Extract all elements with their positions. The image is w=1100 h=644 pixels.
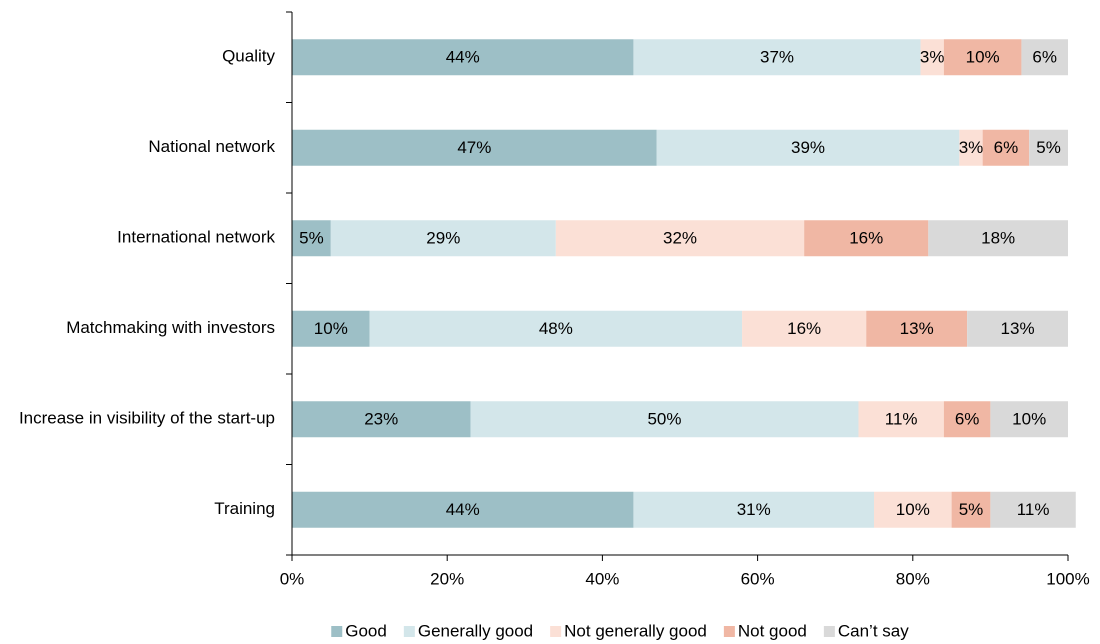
bar-segment <box>555 220 805 257</box>
value-label: 11% <box>1017 500 1050 519</box>
x-tick-label: 100% <box>1046 569 1089 588</box>
value-label: 29% <box>426 229 460 248</box>
bar-segment <box>804 220 929 257</box>
value-label: 13% <box>900 319 934 338</box>
x-tick-label: 60% <box>741 569 775 588</box>
category-label: Increase in visibility of the start-up <box>19 409 275 428</box>
value-label: 3% <box>920 48 945 67</box>
x-tick-label: 0% <box>280 569 305 588</box>
bar-segment <box>1021 39 1068 76</box>
category-label: Training <box>214 499 275 518</box>
legend-label: Not good <box>738 621 807 640</box>
bar-segment <box>990 491 1076 528</box>
value-label: 16% <box>787 319 821 338</box>
value-label: 48% <box>539 319 573 338</box>
bar-segment <box>959 129 983 166</box>
legend-item: Can’t say <box>823 621 909 640</box>
value-label: 10% <box>896 500 930 519</box>
legend-label: Can’t say <box>838 621 909 640</box>
value-label: 39% <box>791 138 825 157</box>
legend-label: Generally good <box>418 621 533 640</box>
bar-segment <box>292 39 634 76</box>
value-label: 5% <box>299 229 324 248</box>
value-label: 6% <box>994 138 1019 157</box>
bar-segment <box>920 39 944 76</box>
bar-segment <box>742 310 867 347</box>
x-tick-label: 40% <box>585 569 619 588</box>
legend-swatch <box>723 626 735 637</box>
bar-segment <box>982 129 1030 166</box>
bar-segment <box>292 491 634 528</box>
bar-segment <box>470 401 859 438</box>
bar-segment <box>928 220 1068 257</box>
bar-segment <box>858 401 944 438</box>
legend-label: Not generally good <box>564 621 707 640</box>
legend-item: Not good <box>723 621 807 640</box>
value-label: 32% <box>663 229 697 248</box>
bar-segment <box>874 491 952 528</box>
legend-label: Good <box>345 621 387 640</box>
value-label: 6% <box>1032 48 1057 67</box>
category-label: International network <box>117 228 275 247</box>
bar-segment <box>292 220 331 257</box>
value-label: 31% <box>737 500 771 519</box>
bar-segment <box>951 491 991 528</box>
bar-segment <box>866 310 968 347</box>
bar-segment <box>292 310 370 347</box>
bar-segment <box>292 401 471 438</box>
bar-segment <box>1029 129 1068 166</box>
bar-segment <box>369 310 743 347</box>
value-label: 10% <box>314 319 348 338</box>
bar-segment <box>990 401 1068 438</box>
value-label: 3% <box>959 138 984 157</box>
value-label: 5% <box>959 500 984 519</box>
value-label: 18% <box>981 229 1015 248</box>
bar-segment <box>633 39 921 76</box>
value-label: 6% <box>955 410 980 429</box>
legend-item: Good <box>331 621 387 640</box>
legend-swatch <box>403 626 415 637</box>
x-tick-label: 80% <box>896 569 930 588</box>
category-label: Matchmaking with investors <box>66 318 275 337</box>
bar-segment <box>330 220 556 257</box>
bar-segment <box>656 129 960 166</box>
value-label: 44% <box>446 500 480 519</box>
value-label: 13% <box>1001 319 1035 338</box>
legend-item: Generally good <box>403 621 533 640</box>
value-label: 11% <box>885 410 918 429</box>
value-label: 44% <box>446 48 480 67</box>
value-label: 16% <box>849 229 883 248</box>
value-label: 10% <box>1012 410 1046 429</box>
value-label: 50% <box>647 410 681 429</box>
value-label: 47% <box>457 138 491 157</box>
legend-swatch <box>823 626 835 637</box>
bar-segment <box>633 491 874 528</box>
value-label: 5% <box>1036 138 1061 157</box>
value-label: 10% <box>966 48 1000 67</box>
bar-segment <box>292 129 657 166</box>
category-label: Quality <box>222 47 275 66</box>
legend-swatch <box>550 626 562 637</box>
category-label: National network <box>148 137 275 156</box>
legend-item: Not generally good <box>550 621 707 640</box>
value-label: 37% <box>760 48 794 67</box>
bar-segment <box>967 310 1068 347</box>
value-label: 23% <box>364 410 398 429</box>
bar-segment <box>943 401 991 438</box>
x-tick-label: 20% <box>430 569 464 588</box>
bar-segment <box>943 39 1022 76</box>
legend-swatch <box>331 626 343 637</box>
